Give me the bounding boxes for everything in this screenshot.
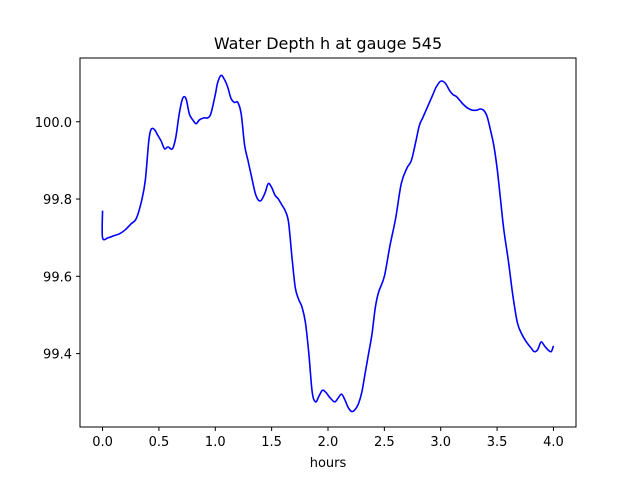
y-tick-label: 99.4: [43, 348, 72, 363]
x-axis-title: hours: [310, 456, 347, 471]
plot-frame: [79, 57, 577, 428]
plot-area: [101, 74, 555, 413]
x-tick-label: 1.0: [205, 435, 226, 450]
x-tick-label: 0.0: [92, 435, 113, 450]
x-tick-label: 2.5: [374, 435, 395, 450]
x-tick-label: 4.0: [543, 435, 564, 450]
series-line-0: [101, 74, 555, 413]
y-axis: 99.4 99.6 99.8 100.0: [35, 116, 80, 363]
x-tick-label: 2.0: [318, 435, 339, 450]
x-tick-label: 0.5: [149, 435, 170, 450]
y-tick-label: 99.8: [43, 193, 72, 208]
x-tick-label: 1.5: [261, 435, 282, 450]
y-tick-label: 99.6: [43, 270, 72, 285]
x-tick-label: 3.0: [430, 435, 451, 450]
chart-title: Water Depth h at gauge 545: [214, 34, 442, 53]
x-tick-label: 3.5: [487, 435, 508, 450]
y-tick-label: 100.0: [35, 116, 72, 131]
x-axis: 0.0 0.5 1.0 1.5 2.0 2.5 3.0 3.5 4.0: [92, 427, 564, 450]
